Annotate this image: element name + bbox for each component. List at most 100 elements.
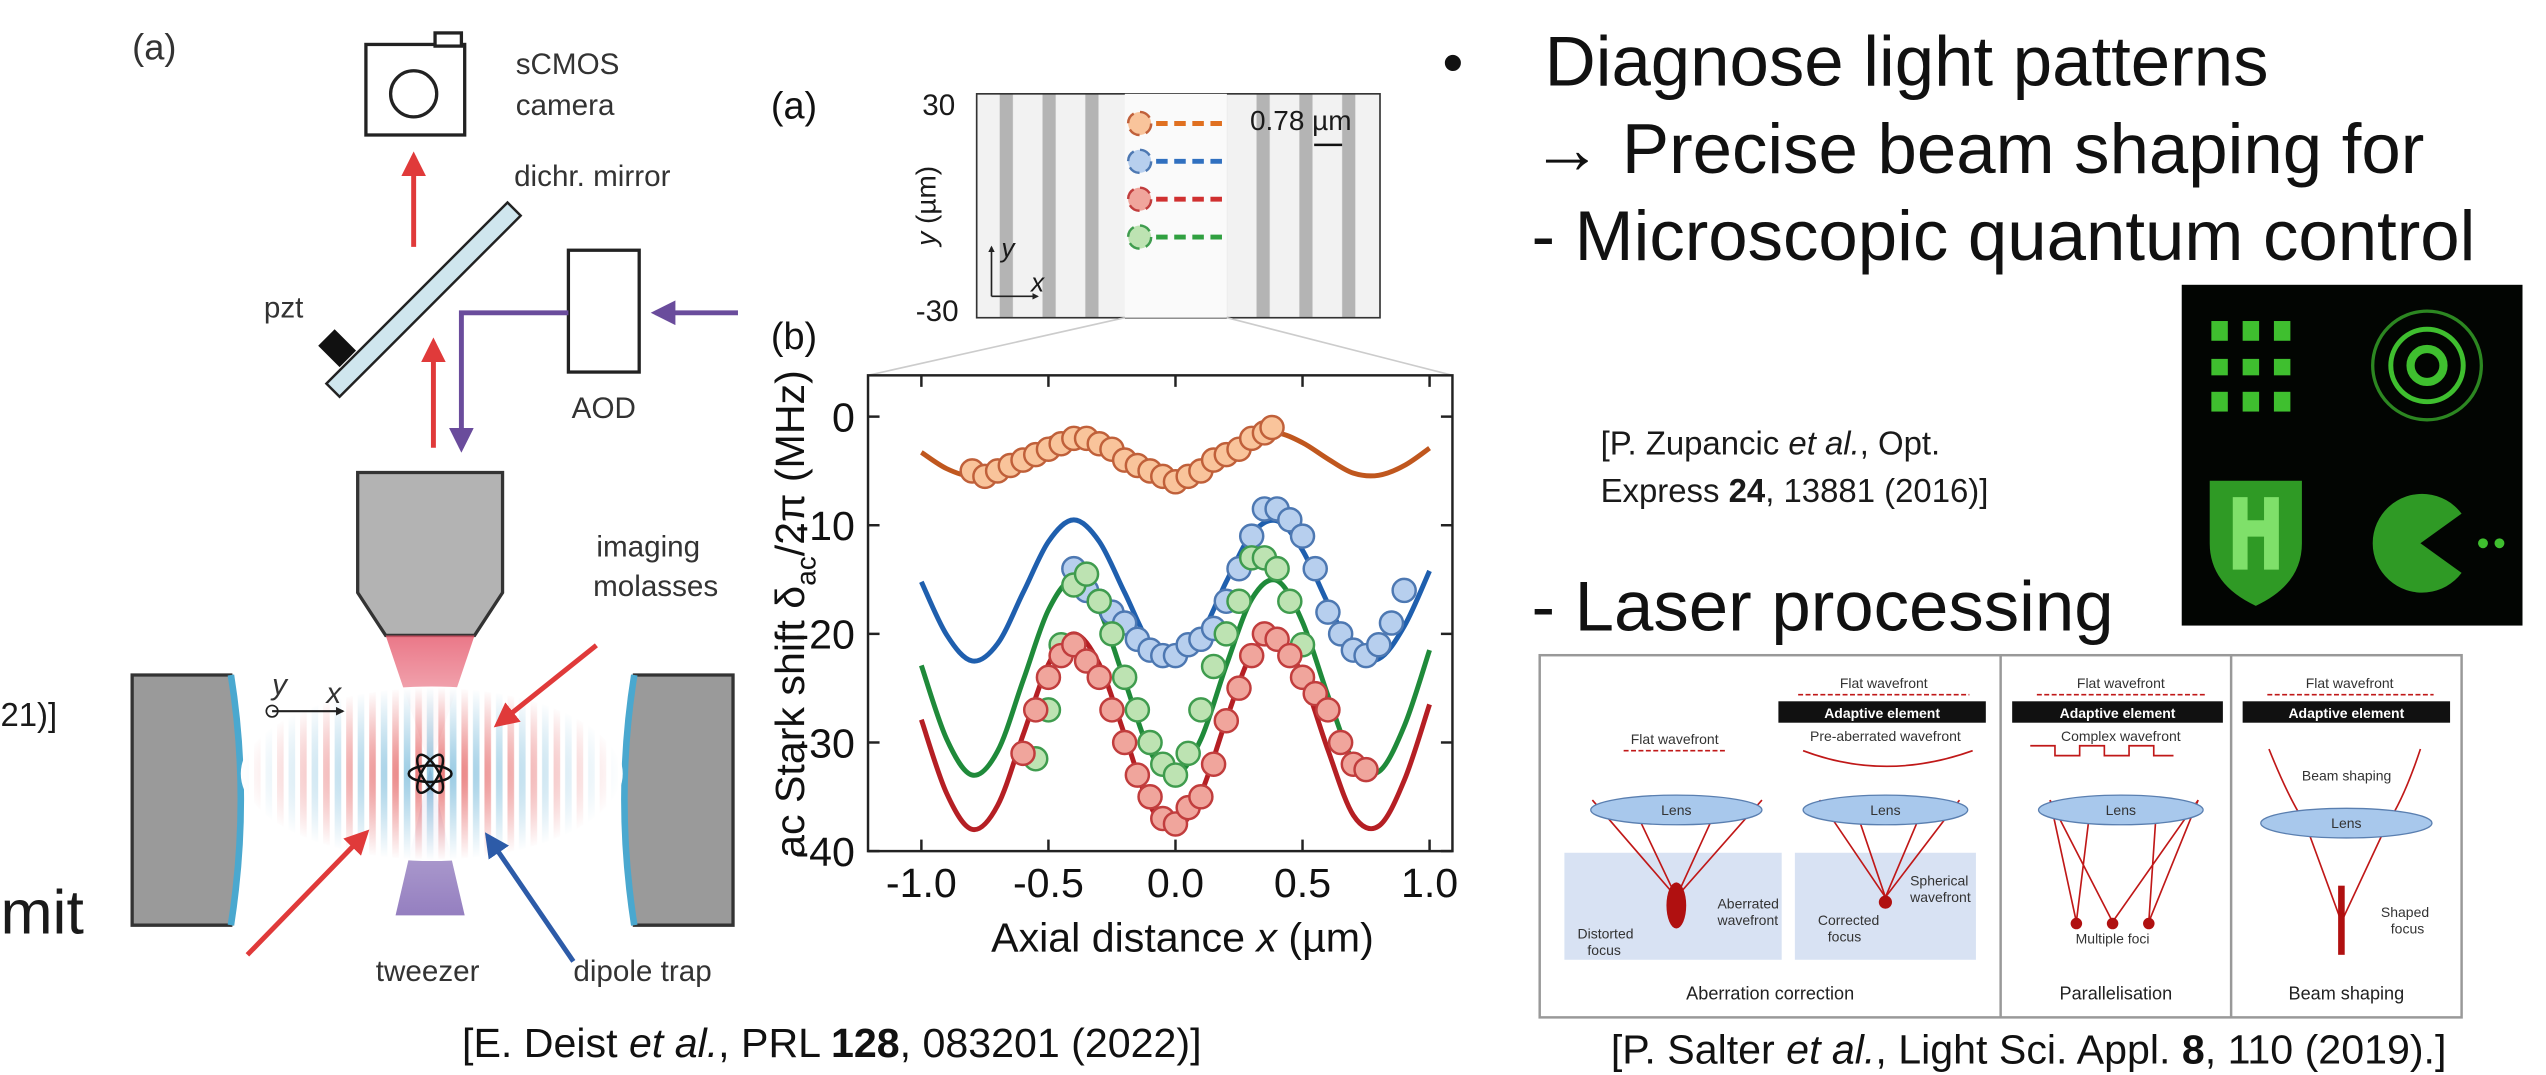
data-point: [1126, 698, 1149, 721]
data-point: [1100, 698, 1123, 721]
data-point: [1278, 590, 1301, 613]
label: Shaped: [2381, 904, 2429, 920]
inset-axis-label: y (µm): [911, 166, 942, 248]
data-point: [1393, 579, 1416, 602]
data-point: [1240, 644, 1263, 667]
label: Lens: [1661, 802, 1691, 818]
y-tick-label: -30: [795, 720, 854, 766]
data-point: [1329, 731, 1352, 754]
x-tick-label: -1.0: [886, 860, 957, 906]
data-point: [1240, 525, 1263, 548]
label: Flat wavefront: [1840, 675, 1928, 691]
left-fragment: mit: [0, 877, 83, 947]
inset-axis-label: x: [1029, 267, 1045, 297]
label: Lens: [1870, 802, 1900, 818]
mirror: [326, 202, 520, 396]
data-point: [1113, 666, 1136, 689]
label: Flat wavefront: [2077, 675, 2165, 691]
label: Distorted: [1578, 925, 1634, 941]
arrow: [488, 836, 574, 961]
laser-figure: Flat wavefront Flat wavefront Flat wavef…: [1540, 655, 2462, 1017]
label: wavefront: [1909, 889, 1971, 905]
slide: 21)] mit (a) sCMOS camera dichr. mirror …: [0, 0, 2546, 1075]
inset: (a) 30 -30 y (µm) 0.78 µm y x: [771, 86, 1453, 376]
data-point: [1261, 416, 1284, 439]
schematic: (a) sCMOS camera dichr. mirror pzt AOD i…: [132, 26, 738, 988]
label: dipole trap: [573, 955, 711, 988]
label: Adaptive element: [2288, 705, 2404, 721]
data-point: [1202, 753, 1225, 776]
bullet-text: Diagnose light patterns: [1545, 22, 2269, 101]
label: AOD: [572, 392, 636, 425]
data-point: [1088, 590, 1111, 613]
label: Aberrated: [1717, 896, 1778, 912]
data-point: [1100, 622, 1123, 645]
bullet: •: [1443, 28, 1464, 95]
label: wavefront: [1716, 912, 1778, 928]
data-point: [1024, 698, 1047, 721]
data-point: [1126, 764, 1149, 787]
citation: [P. Zupancic et al., Opt.: [1601, 424, 1941, 461]
label: focus: [1587, 942, 1620, 958]
panel-label: (a): [132, 26, 176, 67]
arrow: [461, 313, 568, 448]
axis-label: x: [324, 677, 342, 710]
panel-label: (b): [771, 316, 817, 358]
y-tick-label: -10: [795, 503, 854, 549]
objective: [358, 472, 503, 635]
caption: Aberration correction: [1686, 983, 1854, 1003]
spacing-label: 0.78 µm: [1250, 105, 1352, 136]
label: Pre-aberrated wavefront: [1810, 728, 1961, 744]
x-axis-label: Axial distance x (µm): [991, 915, 1374, 961]
x-tick-label: -0.5: [1013, 860, 1084, 906]
zoom-line: [868, 318, 1125, 376]
x-tick-label: 1.0: [1401, 860, 1458, 906]
data-point: [1164, 764, 1187, 787]
caption: Parallelisation: [2060, 983, 2173, 1003]
data-point: [1088, 666, 1111, 689]
bullet-text: → Precise beam shaping for: [1531, 109, 2424, 188]
data-point: [1227, 677, 1250, 700]
label: molasses: [593, 570, 718, 603]
citation: [E. Deist et al., PRL 128, 083201 (2022)…: [462, 1020, 1201, 1066]
data-point: [1278, 644, 1301, 667]
camera-icon: [435, 33, 461, 46]
label: Lens: [2106, 802, 2136, 818]
data-point: [1380, 611, 1403, 634]
data-point: [1189, 785, 1212, 808]
data-point: [1215, 622, 1238, 645]
data-point: [1316, 601, 1339, 624]
bullet-text: - Microscopic quantum control: [1531, 196, 2475, 275]
label: focus: [1828, 929, 1861, 945]
electrode: [132, 675, 241, 925]
zoom-line: [1227, 318, 1453, 376]
label: Corrected: [1818, 912, 1879, 928]
label: pzt: [264, 292, 304, 325]
data-point: [1011, 742, 1034, 765]
data-point: [1075, 563, 1098, 586]
arrow: [247, 833, 366, 955]
x-tick-label: 0.5: [1274, 860, 1331, 906]
inset-axis-label: y: [999, 233, 1016, 263]
label: Lens: [2331, 815, 2361, 831]
electrode: [624, 675, 733, 925]
inset-tick: -30: [916, 295, 959, 328]
label: Complex wavefront: [2061, 728, 2181, 744]
data-point: [1316, 698, 1339, 721]
caption: Beam shaping: [2289, 983, 2405, 1003]
aod-box: [568, 250, 639, 372]
x-tick-label: 0.0: [1147, 860, 1204, 906]
label: dichr. mirror: [514, 160, 671, 193]
label: Beam shaping: [2302, 767, 2391, 783]
citation: Express 24, 13881 (2016)]: [1601, 472, 1989, 509]
label: Spherical: [1910, 873, 1968, 889]
label: Flat wavefront: [2306, 675, 2394, 691]
citation: [P. Salter et al., Light Sci. Appl. 8, 1…: [1611, 1026, 2447, 1072]
label: focus: [2391, 920, 2424, 936]
data-point: [1037, 666, 1060, 689]
y-tick-label: -20: [795, 612, 854, 658]
y-tick-label: 0: [832, 394, 855, 440]
label: Multiple foci: [2076, 930, 2150, 946]
y-tick-label: -40: [795, 829, 854, 875]
page: 21)] mit (a) sCMOS camera dichr. mirror …: [0, 0, 2546, 1075]
